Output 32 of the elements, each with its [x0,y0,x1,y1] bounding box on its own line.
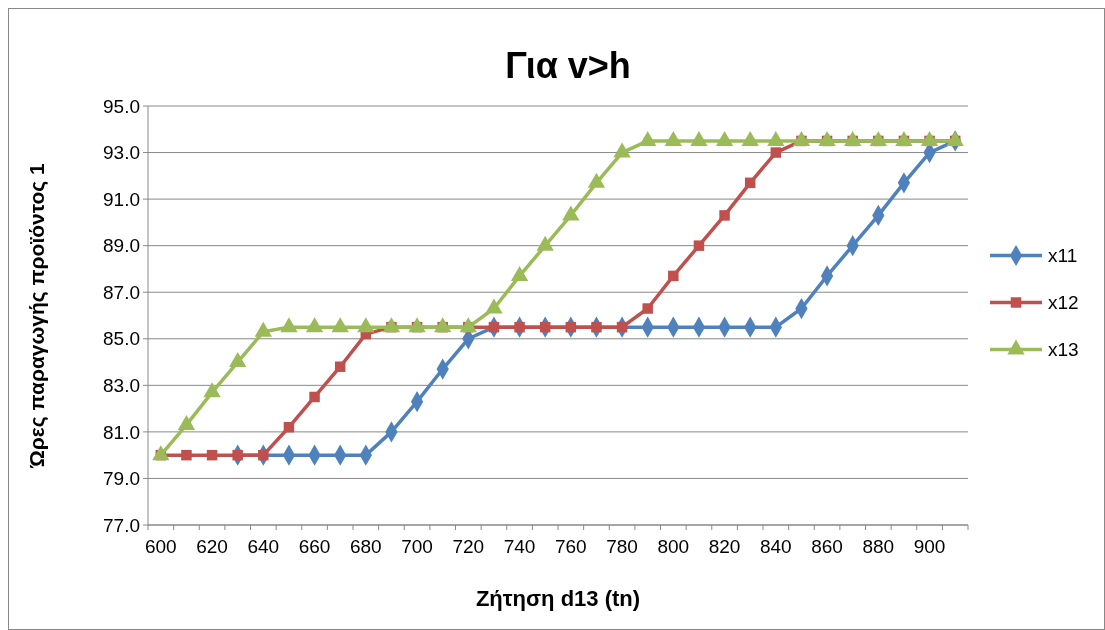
x-tick-label: 760 [554,536,587,557]
x-tick-label: 800 [657,536,690,557]
y-tick-label: 89.0 [103,235,140,257]
x-tick-label: 880 [862,536,895,557]
y-axis-title: Ώρες παραγωγής προϊόντος 1 [25,162,49,469]
y-tick-label: 79.0 [103,468,140,490]
x-tick-label: 840 [759,536,792,557]
legend-label: x13 [1048,339,1079,361]
x-tick-label: 600 [144,536,177,557]
y-tick-label: 85.0 [103,328,140,350]
y-tick-label: 91.0 [103,188,140,210]
y-tick-label: 95.0 [103,95,140,117]
x-tick-label: 660 [298,536,331,557]
x-axis-title: Ζήτηση d13 (tn) [475,586,641,611]
y-tick-label: 81.0 [103,421,140,443]
y-tick-label: 87.0 [103,281,140,303]
x-tick-label: 900 [913,536,946,557]
x-tick-label: 680 [349,536,382,557]
y-tick-label: 83.0 [103,374,140,396]
x-tick-label: 640 [247,536,280,557]
y-tick-label: 93.0 [103,142,140,164]
legend-label: x11 [1048,245,1078,267]
legend-label: x12 [1048,292,1079,314]
x-tick-label: 780 [606,536,638,557]
x-tick-label: 700 [401,536,433,557]
chart-title: Για v>h [505,45,631,86]
x-tick-label: 860 [811,536,843,557]
x-tick-label: 720 [452,536,485,557]
x-tick-label: 620 [196,536,228,557]
x-tick-label: 740 [503,536,536,557]
y-tick-label: 77.0 [103,514,140,536]
x-tick-label: 820 [708,536,741,557]
